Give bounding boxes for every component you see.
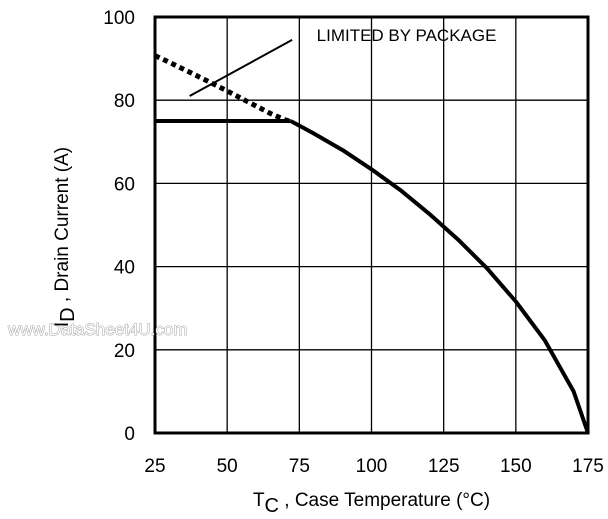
- y-axis-title-subscript: D: [57, 307, 79, 321]
- y-axis-title-rest: , Drain Current (A): [52, 147, 73, 307]
- series-group: [153, 53, 590, 434]
- x-axis-title-main: T: [253, 490, 265, 511]
- y-tick-label-0: 0: [124, 424, 135, 445]
- plot-frame: [153, 15, 590, 435]
- y-axis-title: ID , Drain Current (A): [52, 147, 79, 327]
- annotation-limited-by-package: LIMITED BY PACKAGE: [317, 26, 497, 45]
- x-tick-labels: 25 50 75 100 125 150 175: [144, 456, 603, 477]
- x-tick-label-175: 175: [572, 456, 604, 477]
- grid: [155, 17, 588, 433]
- y-tick-label-40: 40: [114, 258, 135, 279]
- x-tick-label-75: 75: [289, 456, 310, 477]
- x-tick-label-25: 25: [144, 456, 165, 477]
- x-axis-title-rest: , Case Temperature (°C): [279, 490, 490, 511]
- x-tick-label-50: 50: [217, 456, 238, 477]
- x-tick-label-125: 125: [428, 456, 460, 477]
- y-tick-label-100: 100: [103, 8, 135, 29]
- x-axis-title-subscript: C: [265, 495, 279, 517]
- y-tick-label-60: 60: [114, 174, 135, 195]
- x-tick-label-150: 150: [500, 456, 532, 477]
- y-axis-title-main: I: [52, 322, 73, 327]
- series-line-3: [289, 119, 590, 434]
- y-tick-label-80: 80: [114, 91, 135, 112]
- series-line-1: [153, 53, 292, 124]
- x-tick-label-100: 100: [356, 456, 388, 477]
- annotation-leader-line: [189, 39, 293, 97]
- y-tick-labels: 0 20 40 60 80 100: [103, 8, 135, 445]
- y-tick-label-20: 20: [114, 341, 135, 362]
- watermark: www.DataSheet4U.com: [7, 320, 188, 339]
- x-axis-title: TC , Case Temperature (°C): [253, 490, 490, 517]
